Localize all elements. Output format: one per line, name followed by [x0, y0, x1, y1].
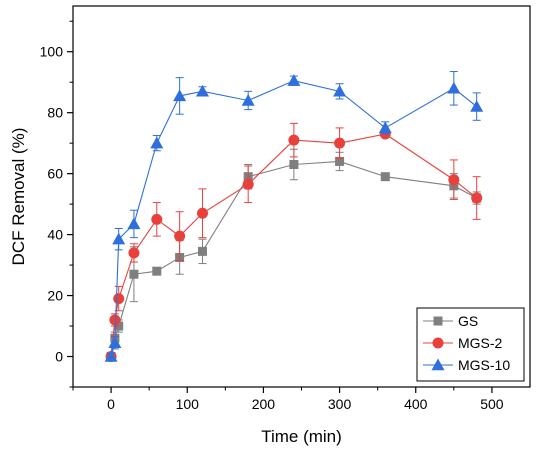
data-point-gs: [129, 269, 139, 279]
data-point-mgs-10: [470, 100, 484, 112]
x-tick-label: 100: [176, 396, 200, 412]
y-tick-label: 40: [47, 227, 63, 243]
y-axis-title: DCF Removal (%): [9, 128, 28, 266]
data-point-gs: [335, 156, 345, 166]
legend-label-mgs-10: MGS-10: [458, 357, 510, 373]
data-point-gs: [289, 159, 299, 169]
x-tick-label: 300: [328, 396, 352, 412]
data-point-mgs-2: [448, 174, 460, 186]
y-tick-label: 100: [40, 44, 64, 60]
data-point-mgs-10: [447, 81, 461, 94]
data-point-mgs-2: [151, 213, 163, 225]
data-point-mgs-2: [174, 230, 186, 242]
data-point-mgs-10: [104, 350, 118, 362]
y-tick-label: 20: [47, 288, 63, 304]
data-point-mgs-2: [288, 134, 300, 146]
series-mgs-10: [104, 71, 484, 362]
legend: GS MGS-2 MGS-10: [416, 307, 525, 382]
data-point-mgs-10: [150, 136, 164, 149]
data-point-mgs-10: [241, 93, 255, 106]
x-tick-label: 500: [480, 396, 504, 412]
y-tick-label: 80: [47, 105, 63, 121]
legend-marker-gs: [433, 316, 443, 326]
legend-marker-mgs-2: [432, 337, 444, 349]
data-point-mgs-2: [334, 137, 346, 149]
legend-marker-mgs-10: [431, 358, 445, 371]
data-point-mgs-2: [128, 247, 140, 259]
x-axis-title: Time (min): [261, 427, 342, 446]
data-point-mgs-10: [173, 89, 187, 102]
data-point-mgs-10: [378, 121, 392, 134]
data-point-mgs-10: [108, 336, 122, 349]
legend-label-mgs-2: MGS-2: [458, 335, 503, 351]
y-tick-label: 60: [47, 166, 63, 182]
axes: 0 100 200 300 400 500 0 20 40 60 80 100: [40, 5, 531, 412]
data-point-mgs-2: [196, 207, 208, 219]
data-point-gs: [380, 172, 390, 182]
data-point-mgs-10: [112, 232, 126, 245]
y-tick-label: 0: [55, 349, 63, 365]
data-point-mgs-10: [287, 74, 301, 86]
x-tick-label: 0: [107, 396, 115, 412]
data-point-mgs-2: [242, 178, 254, 190]
data-point-mgs-2: [109, 314, 121, 326]
data-point-mgs-10: [195, 84, 209, 97]
data-point-gs: [197, 246, 207, 256]
data-point-mgs-2: [113, 293, 125, 305]
x-tick-label: 400: [404, 396, 428, 412]
data-point-mgs-10: [333, 84, 347, 97]
data-point-gs: [152, 266, 162, 276]
series-group: [104, 71, 484, 363]
data-point-mgs-2: [471, 192, 483, 204]
legend-label-gs: GS: [458, 313, 478, 329]
x-tick-label: 200: [252, 396, 276, 412]
data-point-mgs-10: [127, 217, 141, 230]
